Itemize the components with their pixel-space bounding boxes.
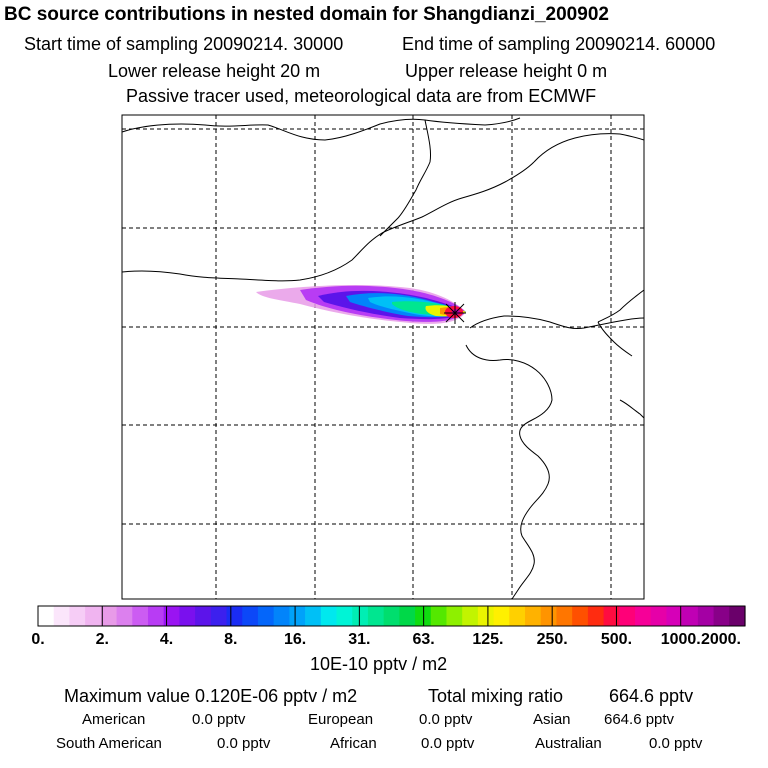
colorbar-cell [477,606,495,626]
colorbar-tick-label: 500. [601,631,632,648]
colorbar-cell [666,606,683,626]
colorbar-cell [729,606,746,626]
total-mixing-value: 664.6 pptv [609,686,694,706]
colorbar-cell [132,606,149,626]
colorbar-cells [38,606,746,626]
colorbar-cell [713,606,730,626]
colorbar-cell [273,606,290,626]
colorbar-cell [587,606,605,626]
start-time-label: Start time of sampling 20090214. 30000 [24,34,344,54]
colorbar-cell [446,606,463,626]
colorbar-cell [383,606,400,626]
end-time-label: End time of sampling 20090214. 60000 [402,34,716,54]
colorbar-cell [650,606,668,626]
map-frame [121,114,645,600]
colorbar-cell [100,606,118,626]
colorbar-cell [525,606,542,626]
colorbar-cell [69,606,86,626]
colorbar-cell [352,606,369,626]
region-value-asian: 664.6 pptv [604,711,675,728]
colorbar-tick-label: 0. [31,631,44,648]
colorbar-tick-label: 2. [96,631,109,648]
colorbar-tick-label: 8. [224,631,237,648]
colorbar-tick-label: 125. [472,631,503,648]
colorbar-cell [697,606,715,626]
colorbar-cell [257,606,275,626]
colorbar-tick-label: 250. [537,631,568,648]
region-value-south-american: 0.0 pptv [217,735,271,752]
region-name-american: American [82,711,146,728]
map-boundaries [122,117,644,599]
max-value-label: Maximum value 0.120E-06 pptv / m2 [64,686,358,706]
colorbar-cell [195,606,212,626]
tracer-note: Passive tracer used, meteorological data… [126,86,597,106]
colorbar-cell [336,606,353,626]
colorbar-cell [493,606,510,626]
colorbar-cell [289,606,306,626]
colorbar-tick-label: 31. [348,631,370,648]
upper-release-label: Upper release height 0 m [405,61,608,81]
colorbar-cell [572,606,589,626]
total-mixing-label: Total mixing ratio [428,686,564,706]
region-name-european: European [308,711,374,728]
lower-release-label: Lower release height 20 m [108,61,321,81]
colorbar-cell [462,606,479,626]
region-value-european: 0.0 pptv [419,711,473,728]
colorbar-cell [509,606,526,626]
region-value-australian: 0.0 pptv [649,735,703,752]
colorbar-cell [320,606,338,626]
region-value-african: 0.0 pptv [421,735,475,752]
colorbar-cell [430,606,448,626]
colorbar-cell [226,606,243,626]
map-area [122,115,644,599]
colorbar-cell [399,606,416,626]
region-name-african: African [330,735,377,752]
colorbar-cell [85,606,102,626]
colorbar-tick-label: 16. [284,631,306,648]
colorbar-cell [210,606,228,626]
region-name-australian: Australian [535,735,602,752]
colorbar-cell [53,606,71,626]
colorbar-cell [305,606,322,626]
colorbar-tick-label: 4. [160,631,173,648]
colorbar-cell [603,606,620,626]
chart-title: BC source contributions in nested domain… [4,4,609,25]
colorbar-cell [540,606,558,626]
colorbar-unit: 10E-10 pptv / m2 [310,654,448,674]
colorbar-cell [635,606,652,626]
colorbar-frame [37,605,746,627]
colorbar-tick-label: 1000. [661,631,701,648]
region-name-asian: Asian [533,711,571,728]
region-name-south-american: South American [56,735,162,752]
colorbar-cell [682,606,699,626]
colorbar-ticks: 0. 2. 4. 8. 16. 31. 63. 125. 250. 500. 1000. 2000. [31,606,741,648]
receptor-marker [444,302,466,324]
colorbar-cell [179,606,196,626]
colorbar-cell [556,606,573,626]
colorbar-cell [242,606,259,626]
region-value-american: 0.0 pptv [192,711,246,728]
colorbar-cell [147,606,165,626]
colorbar-tick-label: 2000. [701,631,741,648]
colorbar-cell [367,606,385,626]
colorbar-tick-label: 63. [413,631,435,648]
colorbar-cell [38,606,55,626]
colorbar-cell [116,606,133,626]
colorbar-cell [619,606,636,626]
colorbar-cell [163,606,180,626]
